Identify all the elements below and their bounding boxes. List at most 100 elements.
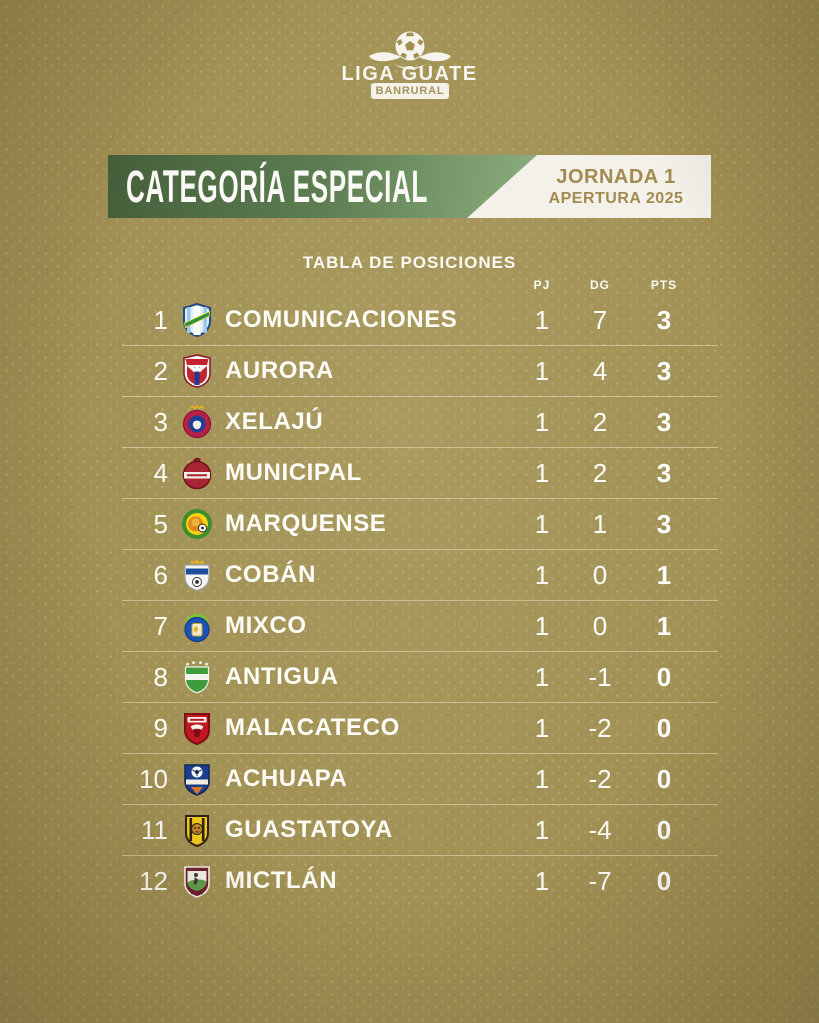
points-value: 0 xyxy=(656,763,672,794)
matches-played-value: 1 xyxy=(534,457,550,488)
league-name: LIGA GUATE xyxy=(341,63,478,85)
points-value: 1 xyxy=(656,610,672,641)
team-name: MARQUENSE xyxy=(225,510,387,537)
goal-difference-value: 7 xyxy=(592,304,608,335)
goal-difference-value: 4 xyxy=(592,355,608,386)
aurora-crest-icon xyxy=(179,353,215,389)
points-value: 0 xyxy=(656,814,672,845)
position-number: 1 xyxy=(153,304,168,335)
goal-difference-value: -7 xyxy=(588,865,612,896)
malacateco-crest-icon xyxy=(179,710,215,746)
mixco-crest-icon xyxy=(179,608,215,644)
municipal-crest-icon xyxy=(179,455,215,491)
season-label: APERTURA 2025 xyxy=(548,189,684,207)
sponsor-name: BANRURAL xyxy=(375,85,445,97)
points-value: 3 xyxy=(656,508,672,539)
standings-table: PJ DG PTS 1 COMUNICACIONES 1 7 3 2 AUROR… xyxy=(122,270,718,906)
goal-difference-value: -4 xyxy=(588,814,612,845)
points-value: 3 xyxy=(656,457,672,488)
table-row: 10 ACHUAPA 1 -2 0 xyxy=(122,754,718,805)
antigua-crest-icon xyxy=(179,659,215,695)
matches-played-value: 1 xyxy=(534,559,550,590)
goal-difference-value: 0 xyxy=(592,610,608,641)
team-name: XELAJÚ xyxy=(225,408,324,435)
matches-played-value: 1 xyxy=(534,763,550,794)
table-row: 5 MARQUENSE 1 1 3 xyxy=(122,499,718,550)
xelaju-crest-icon xyxy=(179,404,215,440)
points-value: 0 xyxy=(656,661,672,692)
achuapa-crest-icon xyxy=(179,761,215,797)
points-value: 3 xyxy=(656,304,672,335)
team-name: MICTLÁN xyxy=(225,867,338,894)
matches-played-value: 1 xyxy=(534,661,550,692)
column-header-dg: DG xyxy=(590,278,610,292)
position-number: 3 xyxy=(153,406,168,437)
table-row: 7 MIXCO 1 0 1 xyxy=(122,601,718,652)
team-name: MUNICIPAL xyxy=(225,459,362,486)
table-row: 6 COBÁN 1 0 1 xyxy=(122,550,718,601)
team-name: AURORA xyxy=(225,357,334,384)
matchday-label: JORNADA 1 xyxy=(556,165,676,188)
position-number: 4 xyxy=(153,457,168,488)
table-row: 4 MUNICIPAL 1 2 3 xyxy=(122,448,718,499)
goal-difference-value: 2 xyxy=(592,406,608,437)
matchday-panel: JORNADA 1 APERTURA 2025 xyxy=(516,155,716,218)
table-row: 12 MICTLÁN 1 -7 0 xyxy=(122,856,718,906)
matches-played-value: 1 xyxy=(534,304,550,335)
goal-difference-value: -1 xyxy=(588,661,612,692)
position-number: 5 xyxy=(153,508,168,539)
marquense-crest-icon xyxy=(179,506,215,542)
position-number: 12 xyxy=(139,865,168,896)
points-value: 0 xyxy=(656,865,672,896)
coban-crest-icon xyxy=(179,557,215,593)
column-header-pj: PJ xyxy=(533,278,551,292)
position-number: 7 xyxy=(153,610,168,641)
matches-played-value: 1 xyxy=(534,406,550,437)
position-number: 6 xyxy=(153,559,168,590)
team-name: ANTIGUA xyxy=(225,663,339,690)
goal-difference-value: -2 xyxy=(588,763,612,794)
team-name: MIXCO xyxy=(225,612,307,639)
points-value: 1 xyxy=(656,559,672,590)
team-name: ACHUAPA xyxy=(225,765,348,792)
points-value: 3 xyxy=(656,355,672,386)
matches-played-value: 1 xyxy=(534,814,550,845)
header-spacer-crest xyxy=(179,256,215,292)
position-number: 10 xyxy=(139,763,168,794)
table-row: 11 GUASTATOYA 1 -4 0 xyxy=(122,805,718,856)
position-number: 8 xyxy=(153,661,168,692)
table-row: 3 XELAJÚ 1 2 3 xyxy=(122,397,718,448)
matches-played-value: 1 xyxy=(534,865,550,896)
standings-title: TABLA DE POSICIONES xyxy=(302,253,517,272)
matches-played-value: 1 xyxy=(534,355,550,386)
matches-played-value: 1 xyxy=(534,712,550,743)
soccer-ball-with-wings-icon xyxy=(369,31,451,70)
team-name: MALACATECO xyxy=(225,714,400,741)
guastatoya-crest-icon xyxy=(179,812,215,848)
comunicaciones-crest-icon xyxy=(179,302,215,338)
points-value: 3 xyxy=(656,406,672,437)
goal-difference-value: 1 xyxy=(592,508,608,539)
position-number: 2 xyxy=(153,355,168,386)
standings-header-row: PJ DG PTS xyxy=(122,270,718,295)
banner-green-panel xyxy=(108,155,537,218)
matches-played-value: 1 xyxy=(534,610,550,641)
team-name: COMUNICACIONES xyxy=(225,306,458,333)
table-row: 1 COMUNICACIONES 1 7 3 xyxy=(122,295,718,346)
goal-difference-value: -2 xyxy=(588,712,612,743)
category-banner: CATEGORÍA ESPECIAL JORNADA 1 APERTURA 20… xyxy=(108,155,711,218)
position-number: 11 xyxy=(141,814,168,845)
standings-rows: 1 COMUNICACIONES 1 7 3 2 AURORA 1 4 3 3 … xyxy=(122,295,718,906)
points-value: 0 xyxy=(656,712,672,743)
column-header-pts: PTS xyxy=(650,278,678,292)
team-name: GUASTATOYA xyxy=(225,816,393,843)
goal-difference-value: 2 xyxy=(592,457,608,488)
position-number: 9 xyxy=(153,712,168,743)
table-row: 8 ANTIGUA 1 -1 0 xyxy=(122,652,718,703)
team-name: COBÁN xyxy=(225,561,316,588)
matches-played-value: 1 xyxy=(534,508,550,539)
sponsor-badge: BANRURAL xyxy=(371,83,449,99)
table-row: 9 MALACATECO 1 -2 0 xyxy=(122,703,718,754)
category-title: CATEGORÍA ESPECIAL xyxy=(126,161,428,212)
